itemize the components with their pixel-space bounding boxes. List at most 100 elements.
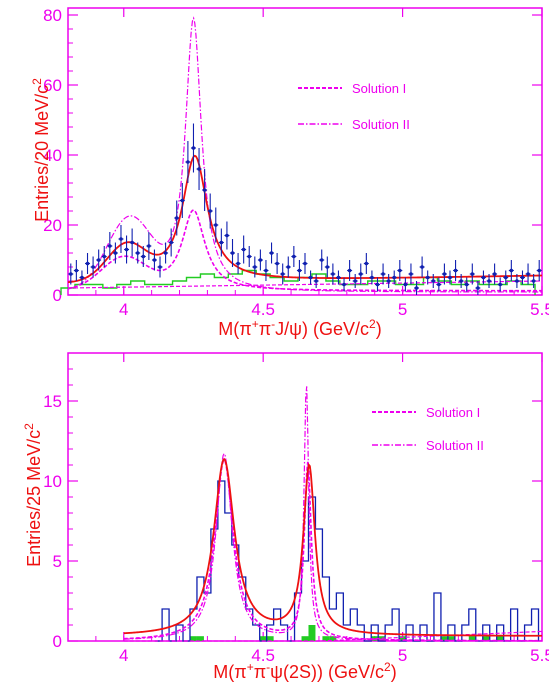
top-legend-solution-1: Solution I — [352, 81, 406, 96]
data-point — [152, 258, 157, 262]
top-legend: Solution I Solution II — [298, 81, 410, 132]
data-point — [375, 282, 380, 287]
data-point — [364, 261, 369, 266]
top-y-ticks: 0 20 40 60 80 — [43, 6, 542, 305]
data-point — [147, 244, 151, 248]
data-point — [280, 272, 285, 276]
data-point — [520, 275, 525, 280]
x-tick-label: 5.5 — [530, 300, 549, 319]
background-bin — [322, 636, 330, 641]
data-point — [74, 268, 79, 273]
total-fit-curve — [67, 154, 543, 284]
data-point — [476, 286, 480, 290]
data-point — [247, 254, 252, 259]
background-histogram — [60, 269, 536, 295]
bottom-legend-solution-1: Solution I — [426, 405, 480, 420]
x-tick-label: 5.5 — [530, 646, 549, 665]
data-point — [325, 265, 330, 269]
data-point — [269, 251, 274, 255]
data-point — [258, 258, 263, 262]
data-point — [347, 268, 352, 273]
data-point — [191, 146, 196, 150]
top-solution-curves — [67, 16, 543, 293]
data-point — [509, 268, 514, 273]
data-point — [158, 265, 162, 269]
data-point — [169, 240, 173, 245]
data-point — [331, 272, 335, 276]
background-bin — [440, 636, 448, 641]
data-point — [130, 240, 134, 245]
data-point — [124, 247, 129, 252]
data-point — [515, 279, 519, 283]
top-plot-frame — [67, 7, 543, 296]
data-point — [163, 251, 168, 255]
data-point — [481, 275, 486, 280]
data-point — [442, 272, 447, 276]
data-point — [219, 240, 224, 245]
data-point — [197, 167, 201, 171]
top-background-histogram — [60, 269, 536, 295]
y-tick-label: 10 — [43, 472, 62, 491]
data-point — [448, 275, 452, 280]
top-data-points — [68, 123, 542, 295]
data-point — [241, 247, 246, 252]
data-point — [292, 254, 296, 259]
top-fit-curve — [67, 154, 543, 284]
data-point — [275, 261, 279, 266]
background-bin — [468, 636, 476, 641]
y-tick-label: 0 — [53, 632, 62, 651]
bottom-solution-curves — [123, 386, 543, 642]
background-bin — [378, 636, 386, 641]
data-point — [202, 188, 207, 192]
y-tick-label: 60 — [43, 76, 62, 95]
data-point — [91, 265, 95, 269]
bottom-x-axis-label: M(π+π-ψ(2S)) (GeV/c2) — [213, 660, 396, 682]
data-point — [85, 261, 90, 266]
data-point — [68, 272, 73, 276]
solution-2-curve — [123, 386, 542, 642]
background-bin — [447, 636, 455, 641]
data-point — [459, 279, 463, 283]
solution-1-curve — [123, 458, 542, 642]
data-point — [141, 254, 146, 259]
data-point — [108, 244, 112, 248]
x-tick-label: 4.5 — [251, 646, 275, 665]
background-bin — [266, 636, 274, 641]
data-point — [96, 258, 101, 262]
top-y-axis-label: Entries/20 MeV/c2 — [30, 78, 52, 222]
data-point — [409, 272, 413, 276]
background-bin — [399, 636, 407, 641]
y-tick-label: 15 — [43, 392, 62, 411]
data-point — [80, 275, 84, 280]
data-point — [492, 272, 497, 276]
background-bin — [189, 636, 197, 641]
data-point — [526, 272, 530, 276]
bottom-y-axis-label: Entries/25 MeV/c2 — [22, 423, 44, 567]
data-point — [174, 216, 179, 220]
bottom-legend: Solution I Solution II — [372, 405, 484, 453]
x-tick-label: 5 — [398, 646, 407, 665]
background-bin — [308, 625, 316, 641]
x-tick-label: 5 — [398, 300, 407, 319]
data-point — [403, 282, 408, 287]
data-point — [470, 272, 475, 276]
y-tick-label: 80 — [43, 6, 62, 25]
data-point — [135, 251, 140, 255]
data-point — [208, 209, 212, 213]
bottom-x-ticks: 4 4.5 5 5.5 — [67, 353, 549, 665]
data-point — [425, 275, 430, 280]
top-x-axis-label: M(π+π-J/ψ) (GeV/c2) — [218, 317, 381, 339]
data-point — [286, 265, 291, 269]
solution-1-background — [67, 280, 543, 289]
data-point — [119, 237, 123, 241]
data-point — [113, 251, 118, 255]
data-point — [503, 275, 508, 280]
data-point — [102, 254, 107, 259]
y-tick-label: 0 — [53, 286, 62, 305]
bottom-panel: 4 4.5 5 5.5 0 5 10 15 Solution I Solution II E… — [22, 352, 549, 682]
bottom-y-ticks: 0 5 10 15 — [43, 352, 542, 651]
x-tick-label: 4 — [119, 300, 128, 319]
background-bin — [301, 636, 309, 641]
data-point — [498, 282, 502, 287]
